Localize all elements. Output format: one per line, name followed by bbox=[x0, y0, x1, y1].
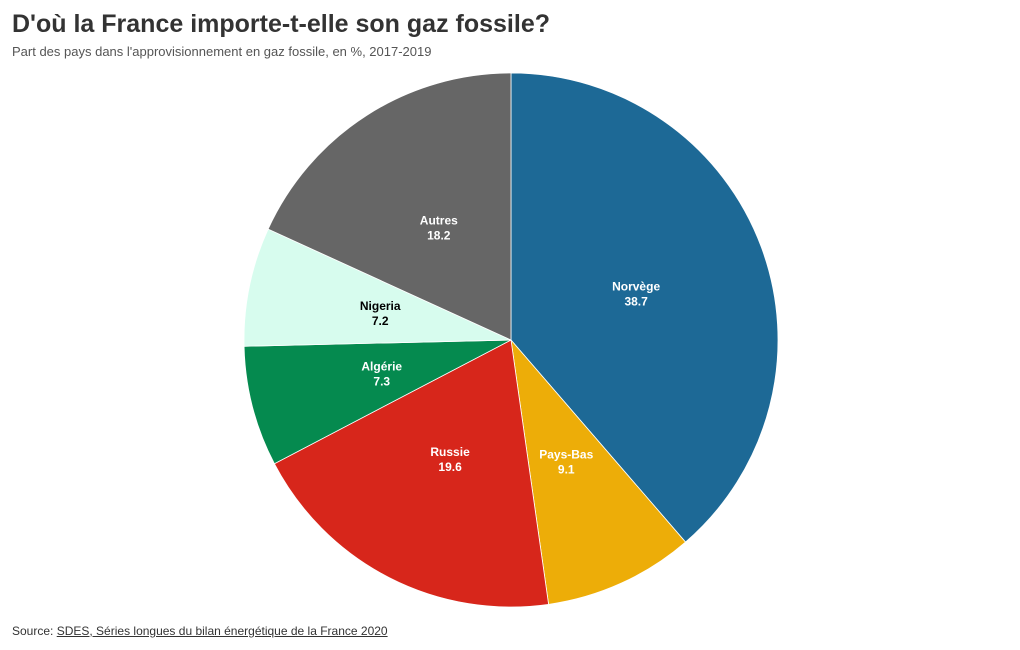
pie-label-russie: Russie 19.6 bbox=[430, 445, 470, 474]
pie-label-norvege: Norvège 38.7 bbox=[612, 279, 660, 308]
pie-label-name: Pays-Bas bbox=[539, 448, 593, 462]
source-link[interactable]: SDES, Séries longues du bilan énergétiqu… bbox=[56, 624, 388, 638]
chart-title: D'où la France importe-t-elle son gaz fo… bbox=[12, 10, 550, 38]
pie-label-name: Russie bbox=[430, 445, 470, 459]
source-prefix: Source: bbox=[12, 624, 57, 638]
pie-label-value: 9.1 bbox=[558, 463, 575, 477]
pie-label-name: Norvège bbox=[612, 279, 660, 293]
pie-label-value: 7.2 bbox=[372, 314, 389, 328]
pie-label-name: Nigeria bbox=[360, 299, 401, 313]
pie-slice-nigeria bbox=[243, 228, 512, 347]
pie-label-name: Algérie bbox=[361, 359, 402, 373]
pie-label-value: 18.2 bbox=[427, 229, 451, 243]
pie-label-value: 19.6 bbox=[438, 460, 462, 474]
pie-slice-algerie bbox=[243, 339, 512, 465]
pie-label-pays-bas: Pays-Bas 9.1 bbox=[539, 448, 593, 477]
pie-label-value: 7.3 bbox=[373, 374, 390, 388]
pie-label-name: Autres bbox=[420, 214, 458, 228]
pie-label-autres: Autres 18.2 bbox=[420, 214, 458, 243]
pie-label-nigeria: Nigeria 7.2 bbox=[360, 299, 401, 328]
pie-slice-autres bbox=[267, 72, 512, 341]
pie-slice-norvege bbox=[510, 72, 779, 543]
pie-slice-pays-bas bbox=[510, 338, 687, 605]
pie-slice-russie bbox=[273, 339, 550, 608]
chart-subtitle: Part des pays dans l'approvisionnement e… bbox=[12, 44, 432, 59]
pie-slices bbox=[243, 72, 779, 608]
pie-label-algerie: Algérie 7.3 bbox=[361, 359, 402, 388]
source-note: Source: SDES, Séries longues du bilan én… bbox=[12, 624, 388, 638]
pie-label-value: 38.7 bbox=[624, 294, 648, 308]
